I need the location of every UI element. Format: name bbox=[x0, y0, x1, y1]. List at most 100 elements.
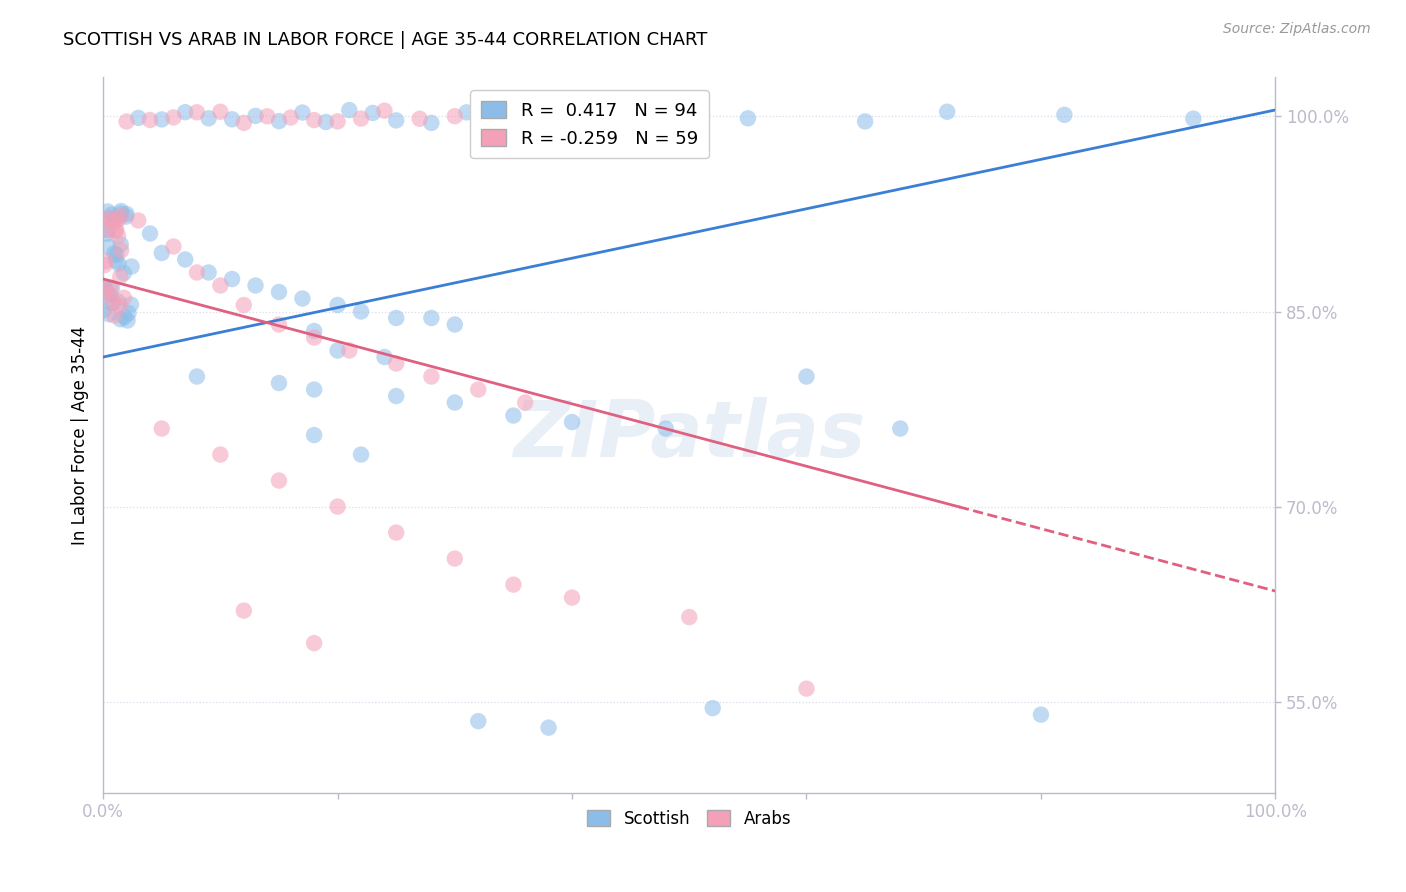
Point bbox=[350, 112, 373, 126]
Point bbox=[110, 312, 132, 326]
Point bbox=[186, 369, 208, 384]
Point bbox=[267, 376, 290, 390]
Point bbox=[491, 107, 513, 121]
Point bbox=[93, 258, 115, 272]
Point bbox=[110, 269, 132, 284]
Point bbox=[110, 204, 132, 219]
Point bbox=[515, 395, 537, 409]
Point bbox=[103, 246, 125, 260]
Point bbox=[467, 714, 489, 728]
Point bbox=[267, 114, 290, 128]
Point bbox=[221, 272, 243, 286]
Point bbox=[737, 112, 759, 126]
Text: Source: ZipAtlas.com: Source: ZipAtlas.com bbox=[1223, 22, 1371, 37]
Point bbox=[585, 106, 607, 120]
Point bbox=[502, 577, 524, 591]
Point bbox=[108, 299, 131, 313]
Point bbox=[94, 282, 117, 296]
Point bbox=[889, 421, 911, 435]
Point bbox=[456, 105, 478, 120]
Legend: Scottish, Arabs: Scottish, Arabs bbox=[581, 803, 799, 834]
Point bbox=[197, 265, 219, 279]
Point bbox=[105, 223, 128, 237]
Point bbox=[115, 210, 138, 224]
Y-axis label: In Labor Force | Age 35-44: In Labor Force | Age 35-44 bbox=[72, 326, 89, 545]
Point bbox=[105, 247, 128, 261]
Point bbox=[112, 291, 135, 305]
Point bbox=[245, 109, 267, 123]
Point bbox=[796, 681, 818, 696]
Point bbox=[678, 610, 700, 624]
Point bbox=[100, 296, 122, 310]
Point bbox=[796, 369, 818, 384]
Text: SCOTTISH VS ARAB IN LABOR FORCE | AGE 35-44 CORRELATION CHART: SCOTTISH VS ARAB IN LABOR FORCE | AGE 35… bbox=[63, 31, 707, 49]
Point bbox=[443, 395, 465, 409]
Point bbox=[120, 297, 142, 311]
Point bbox=[174, 252, 197, 267]
Point bbox=[115, 114, 138, 128]
Point bbox=[96, 227, 118, 241]
Point bbox=[326, 298, 349, 312]
Point bbox=[291, 292, 314, 306]
Point bbox=[107, 212, 129, 227]
Point bbox=[385, 389, 408, 403]
Point bbox=[94, 254, 117, 268]
Point bbox=[115, 207, 138, 221]
Point bbox=[110, 206, 132, 220]
Point bbox=[97, 287, 120, 301]
Point bbox=[537, 721, 560, 735]
Point bbox=[104, 215, 127, 229]
Point bbox=[267, 474, 290, 488]
Point bbox=[267, 318, 290, 332]
Point bbox=[100, 288, 122, 302]
Point bbox=[232, 298, 254, 312]
Point bbox=[209, 104, 232, 119]
Point bbox=[110, 244, 132, 258]
Point bbox=[936, 104, 959, 119]
Point bbox=[110, 237, 132, 252]
Point bbox=[302, 428, 325, 442]
Point bbox=[702, 701, 724, 715]
Point bbox=[643, 115, 665, 129]
Point bbox=[104, 223, 127, 237]
Point bbox=[302, 113, 325, 128]
Point bbox=[502, 409, 524, 423]
Point bbox=[1053, 108, 1076, 122]
Point bbox=[350, 304, 373, 318]
Point bbox=[174, 105, 197, 120]
Point bbox=[267, 285, 290, 299]
Point bbox=[162, 239, 184, 253]
Point bbox=[107, 257, 129, 271]
Point bbox=[121, 260, 143, 274]
Point bbox=[93, 279, 115, 293]
Point bbox=[114, 310, 136, 324]
Point bbox=[385, 525, 408, 540]
Point bbox=[101, 281, 124, 295]
Point bbox=[98, 211, 121, 225]
Point bbox=[93, 223, 115, 237]
Point bbox=[315, 115, 337, 129]
Point bbox=[162, 111, 184, 125]
Point bbox=[100, 211, 122, 226]
Point bbox=[103, 212, 125, 227]
Point bbox=[104, 253, 127, 268]
Point bbox=[107, 294, 129, 309]
Point bbox=[326, 343, 349, 358]
Point bbox=[100, 280, 122, 294]
Point bbox=[93, 213, 115, 227]
Text: ZIPatlas: ZIPatlas bbox=[513, 397, 865, 473]
Point bbox=[139, 227, 162, 241]
Point bbox=[337, 103, 360, 117]
Point bbox=[245, 278, 267, 293]
Point bbox=[478, 107, 501, 121]
Point bbox=[97, 240, 120, 254]
Point bbox=[443, 109, 465, 123]
Point bbox=[326, 500, 349, 514]
Point bbox=[373, 350, 395, 364]
Point bbox=[101, 295, 124, 310]
Point bbox=[110, 209, 132, 223]
Point bbox=[93, 303, 115, 318]
Point bbox=[186, 265, 208, 279]
Point bbox=[100, 208, 122, 222]
Point bbox=[467, 383, 489, 397]
